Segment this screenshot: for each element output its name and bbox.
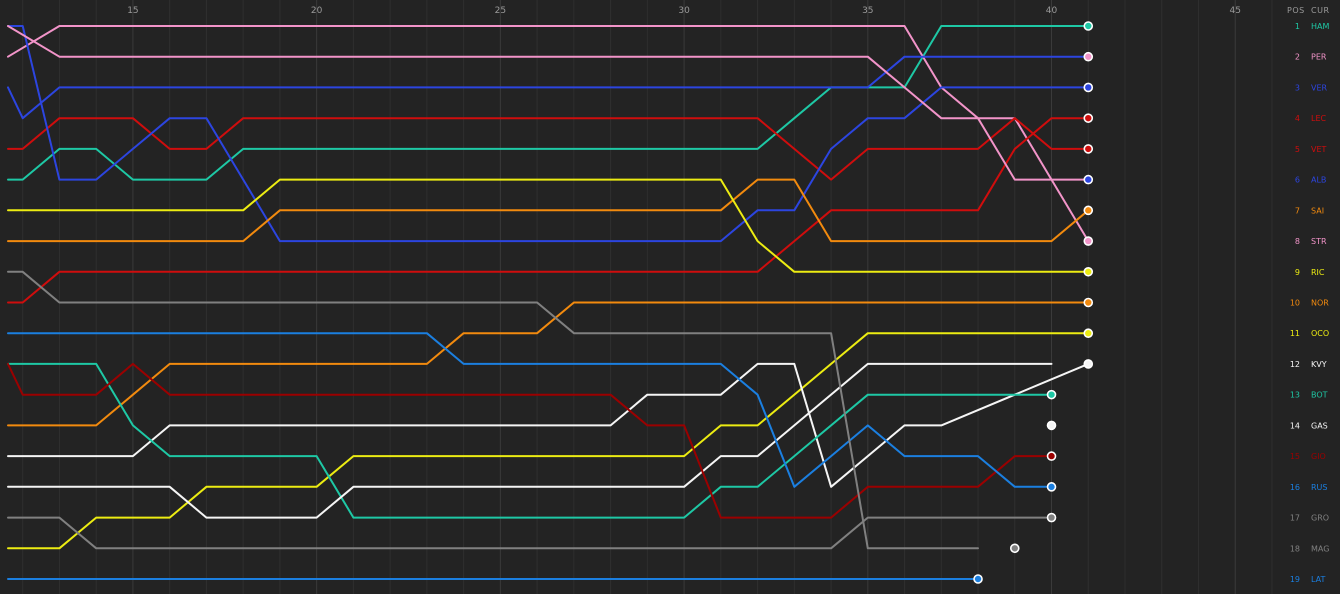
legend-driver: LAT — [1311, 575, 1325, 584]
driver-line-ver — [7, 55, 1090, 120]
legend-position: 14 — [1290, 421, 1300, 430]
driver-line-ham — [7, 25, 1090, 181]
end-marker-oco[interactable] — [1083, 328, 1094, 339]
driver-line-alb — [7, 25, 1090, 243]
legend-driver: GAS — [1311, 421, 1328, 430]
legend-position: 1 — [1295, 22, 1300, 31]
end-marker-bot[interactable] — [1046, 389, 1057, 400]
legend-driver: RIC — [1311, 268, 1325, 277]
driver-line-mag — [7, 516, 1053, 550]
end-marker-ric[interactable] — [1083, 266, 1094, 277]
driver-lines — [7, 25, 1090, 580]
driver-line-kvy — [7, 362, 1090, 488]
x-tick-label: 35 — [862, 6, 873, 16]
legend-driver: NOR — [1311, 299, 1329, 308]
x-tick-label: 20 — [311, 6, 323, 16]
legend-position: 19 — [1290, 575, 1300, 584]
end-marker-rus[interactable] — [1046, 482, 1057, 492]
x-tick-label: 30 — [678, 6, 690, 16]
driver-line-sai — [7, 178, 1090, 243]
end-marker-lec[interactable] — [1083, 113, 1094, 123]
legend-position: 12 — [1290, 360, 1300, 369]
pos-header: POS — [1287, 6, 1305, 15]
x-tick-label: 45 — [1230, 6, 1241, 16]
legend-position: 4 — [1295, 114, 1300, 123]
driver-end-markers — [973, 21, 1094, 584]
position-legend: 1 HAM 2 PER 3 VER 4 LEC 5 VET 6 ALB 7 SAI 8 STR 9 RIC 10 NO… — [1290, 22, 1330, 584]
legend-driver: RUS — [1311, 483, 1328, 492]
driver-line-gio — [7, 362, 1053, 519]
end-marker-alb[interactable] — [1083, 174, 1094, 185]
legend-position: 10 — [1290, 299, 1300, 308]
driver-line-nor — [7, 301, 1090, 427]
driver-line-rus — [7, 332, 1053, 488]
end-marker-mag[interactable] — [1009, 543, 1020, 554]
legend-driver: VET — [1311, 145, 1327, 154]
legend-driver: GIO — [1311, 452, 1326, 461]
legend-driver: MAG — [1311, 544, 1329, 553]
legend-position: 7 — [1295, 206, 1300, 215]
legend-position: 18 — [1290, 544, 1300, 553]
legend-driver: STR — [1311, 237, 1327, 246]
legend-driver: HAM — [1311, 22, 1329, 31]
end-marker-ham[interactable] — [1083, 21, 1094, 31]
end-marker-gas[interactable] — [1046, 420, 1057, 431]
x-tick-label: 40 — [1046, 6, 1058, 16]
lap-grid — [22, 0, 1273, 594]
end-marker-gio[interactable] — [1046, 451, 1057, 461]
end-marker-kvy[interactable] — [1083, 359, 1094, 369]
driver-line-str — [7, 25, 1090, 181]
end-marker-vet[interactable] — [1083, 144, 1094, 154]
legend-driver: KVY — [1311, 360, 1327, 369]
legend-position: 5 — [1295, 145, 1300, 154]
driver-line-gas — [7, 362, 1053, 519]
legend-position: 16 — [1290, 483, 1300, 492]
legend-driver: PER — [1311, 53, 1327, 62]
legend-position: 6 — [1295, 176, 1300, 185]
legend-driver: BOT — [1311, 391, 1328, 400]
legend-driver: OCO — [1311, 329, 1329, 338]
legend-position: 13 — [1290, 391, 1300, 400]
legend-driver: LEC — [1311, 114, 1327, 123]
end-marker-per[interactable] — [1083, 51, 1094, 62]
driver-line-oco — [7, 332, 1090, 550]
driver-line-ric — [7, 178, 1090, 273]
legend-driver: SAI — [1311, 206, 1324, 215]
legend-position: 2 — [1295, 53, 1300, 62]
driver-line-gro — [7, 270, 979, 550]
end-marker-lat[interactable] — [973, 574, 983, 584]
lap-axis: 15 20 25 30 35 40 45 — [127, 6, 1241, 16]
cur-header: CUR — [1311, 6, 1330, 15]
end-marker-gro[interactable] — [1046, 512, 1057, 523]
x-tick-label: 15 — [127, 6, 138, 16]
legend-position: 8 — [1295, 237, 1300, 246]
legend-position: 15 — [1290, 452, 1300, 461]
legend-driver: ALB — [1311, 176, 1326, 185]
legend-position: 3 — [1295, 83, 1300, 92]
x-tick-label: 25 — [495, 6, 506, 16]
legend-position: 17 — [1290, 514, 1300, 523]
end-marker-str[interactable] — [1083, 236, 1094, 246]
legend-driver: GRO — [1311, 514, 1329, 523]
driver-line-lec — [7, 117, 1090, 181]
end-marker-sai[interactable] — [1083, 205, 1094, 216]
legend-position: 11 — [1290, 329, 1300, 338]
end-marker-ver[interactable] — [1083, 82, 1094, 93]
end-marker-nor[interactable] — [1083, 297, 1094, 308]
driver-line-bot — [7, 362, 1053, 519]
legend-driver: VER — [1311, 83, 1328, 92]
legend-position: 9 — [1295, 268, 1300, 277]
